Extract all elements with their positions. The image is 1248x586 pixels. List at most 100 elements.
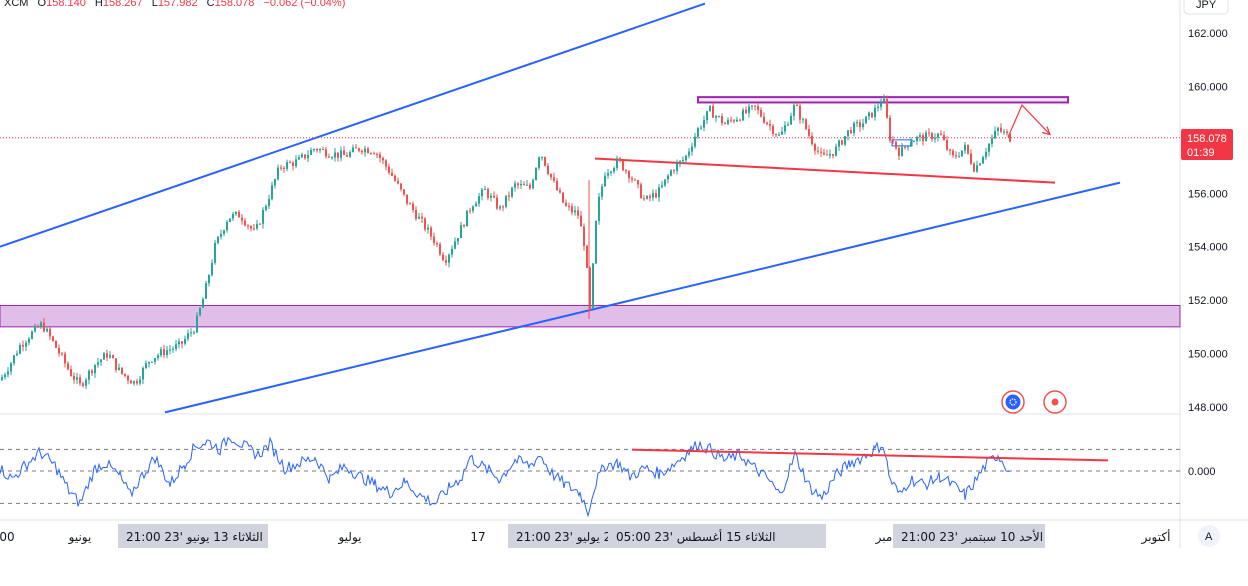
candle[interactable] bbox=[667, 173, 669, 184]
candle[interactable] bbox=[901, 142, 903, 157]
candle[interactable] bbox=[757, 102, 759, 115]
candle[interactable] bbox=[424, 217, 426, 232]
candle[interactable] bbox=[169, 344, 171, 355]
candle[interactable] bbox=[439, 242, 441, 257]
candle[interactable] bbox=[247, 224, 249, 230]
candle[interactable] bbox=[274, 178, 276, 189]
candle[interactable] bbox=[763, 112, 765, 124]
candle[interactable] bbox=[652, 189, 654, 201]
candle[interactable] bbox=[40, 320, 42, 329]
candle[interactable] bbox=[106, 349, 108, 361]
candle[interactable] bbox=[166, 345, 168, 359]
candle[interactable] bbox=[730, 116, 732, 123]
candle[interactable] bbox=[685, 154, 687, 165]
candle[interactable] bbox=[796, 102, 798, 107]
candle[interactable] bbox=[73, 372, 75, 384]
candle[interactable] bbox=[136, 378, 138, 386]
candle[interactable] bbox=[523, 181, 525, 186]
candle[interactable] bbox=[712, 102, 714, 118]
candle[interactable] bbox=[562, 192, 564, 204]
candle[interactable] bbox=[661, 180, 663, 189]
candle[interactable] bbox=[397, 177, 399, 185]
alert-icon[interactable] bbox=[1001, 390, 1025, 414]
candle[interactable] bbox=[175, 339, 177, 352]
candle[interactable] bbox=[346, 152, 348, 157]
candle[interactable] bbox=[643, 195, 645, 201]
candle[interactable] bbox=[313, 148, 315, 153]
candle[interactable] bbox=[220, 229, 222, 240]
candle[interactable] bbox=[997, 126, 999, 136]
candle[interactable] bbox=[907, 145, 909, 151]
candle[interactable] bbox=[394, 173, 396, 182]
candle[interactable] bbox=[190, 328, 192, 337]
record-icon[interactable] bbox=[1043, 390, 1067, 414]
candle[interactable] bbox=[736, 116, 738, 123]
candle[interactable] bbox=[58, 344, 60, 357]
candle[interactable] bbox=[733, 119, 735, 124]
candle[interactable] bbox=[793, 102, 795, 121]
candle[interactable] bbox=[358, 147, 360, 153]
candle[interactable] bbox=[199, 307, 201, 317]
candle[interactable] bbox=[664, 179, 666, 188]
candle[interactable] bbox=[208, 274, 210, 287]
candle[interactable] bbox=[778, 132, 780, 136]
candle[interactable] bbox=[904, 145, 906, 150]
candle[interactable] bbox=[640, 182, 642, 199]
candle[interactable] bbox=[16, 350, 18, 357]
candle[interactable] bbox=[271, 181, 273, 201]
candle[interactable] bbox=[529, 182, 531, 191]
candle[interactable] bbox=[238, 209, 240, 218]
candle[interactable] bbox=[622, 160, 624, 172]
candle[interactable] bbox=[322, 146, 324, 151]
candle[interactable] bbox=[205, 280, 207, 299]
candle[interactable] bbox=[472, 205, 474, 214]
candle[interactable] bbox=[985, 147, 987, 160]
candle[interactable] bbox=[856, 119, 858, 127]
candle[interactable] bbox=[697, 126, 699, 139]
candle[interactable] bbox=[388, 163, 390, 175]
candle[interactable] bbox=[343, 146, 345, 156]
candle[interactable] bbox=[454, 237, 456, 250]
candle[interactable] bbox=[865, 116, 867, 124]
candle[interactable] bbox=[559, 187, 561, 194]
candle[interactable] bbox=[31, 330, 33, 340]
candle[interactable] bbox=[598, 192, 600, 225]
candle[interactable] bbox=[76, 372, 78, 384]
candle[interactable] bbox=[694, 132, 696, 149]
candle[interactable] bbox=[304, 154, 306, 160]
candle[interactable] bbox=[1000, 123, 1002, 134]
candle[interactable] bbox=[235, 211, 237, 216]
candle[interactable] bbox=[673, 168, 675, 175]
candle[interactable] bbox=[568, 202, 570, 211]
candle[interactable] bbox=[517, 181, 519, 190]
candle[interactable] bbox=[154, 357, 156, 365]
candle[interactable] bbox=[811, 132, 813, 146]
candle[interactable] bbox=[808, 124, 810, 139]
candle[interactable] bbox=[19, 342, 21, 355]
candle[interactable] bbox=[46, 326, 48, 333]
candle[interactable] bbox=[973, 162, 975, 173]
candle[interactable] bbox=[259, 222, 261, 225]
candle[interactable] bbox=[1009, 132, 1011, 143]
candle[interactable] bbox=[280, 164, 282, 171]
candle[interactable] bbox=[742, 107, 744, 122]
candle[interactable] bbox=[250, 224, 252, 232]
candle[interactable] bbox=[289, 160, 291, 164]
candle[interactable] bbox=[838, 139, 840, 151]
candle[interactable] bbox=[469, 207, 471, 214]
candle[interactable] bbox=[913, 140, 915, 143]
candle[interactable] bbox=[34, 323, 36, 333]
candle[interactable] bbox=[340, 146, 342, 162]
candle[interactable] bbox=[310, 147, 312, 156]
candle[interactable] bbox=[94, 364, 96, 378]
candle[interactable] bbox=[634, 178, 636, 181]
x-highlight-aug15[interactable]: 05:00 23' الثلاثاء 15 أغسطس bbox=[608, 524, 826, 548]
candle[interactable] bbox=[715, 114, 717, 123]
candle[interactable] bbox=[898, 145, 900, 161]
candle[interactable] bbox=[850, 126, 852, 134]
candle[interactable] bbox=[1, 374, 3, 381]
candle[interactable] bbox=[925, 130, 927, 142]
candle[interactable] bbox=[727, 117, 729, 126]
candle[interactable] bbox=[826, 149, 828, 156]
